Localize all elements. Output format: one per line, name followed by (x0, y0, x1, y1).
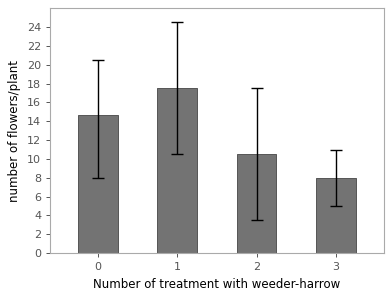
X-axis label: Number of treatment with weeder-harrow: Number of treatment with weeder-harrow (93, 278, 341, 291)
Bar (316, 178, 356, 253)
Bar (78, 115, 118, 253)
Y-axis label: number of flowers/plant: number of flowers/plant (8, 60, 21, 202)
Bar (157, 88, 197, 253)
Bar (237, 154, 276, 253)
